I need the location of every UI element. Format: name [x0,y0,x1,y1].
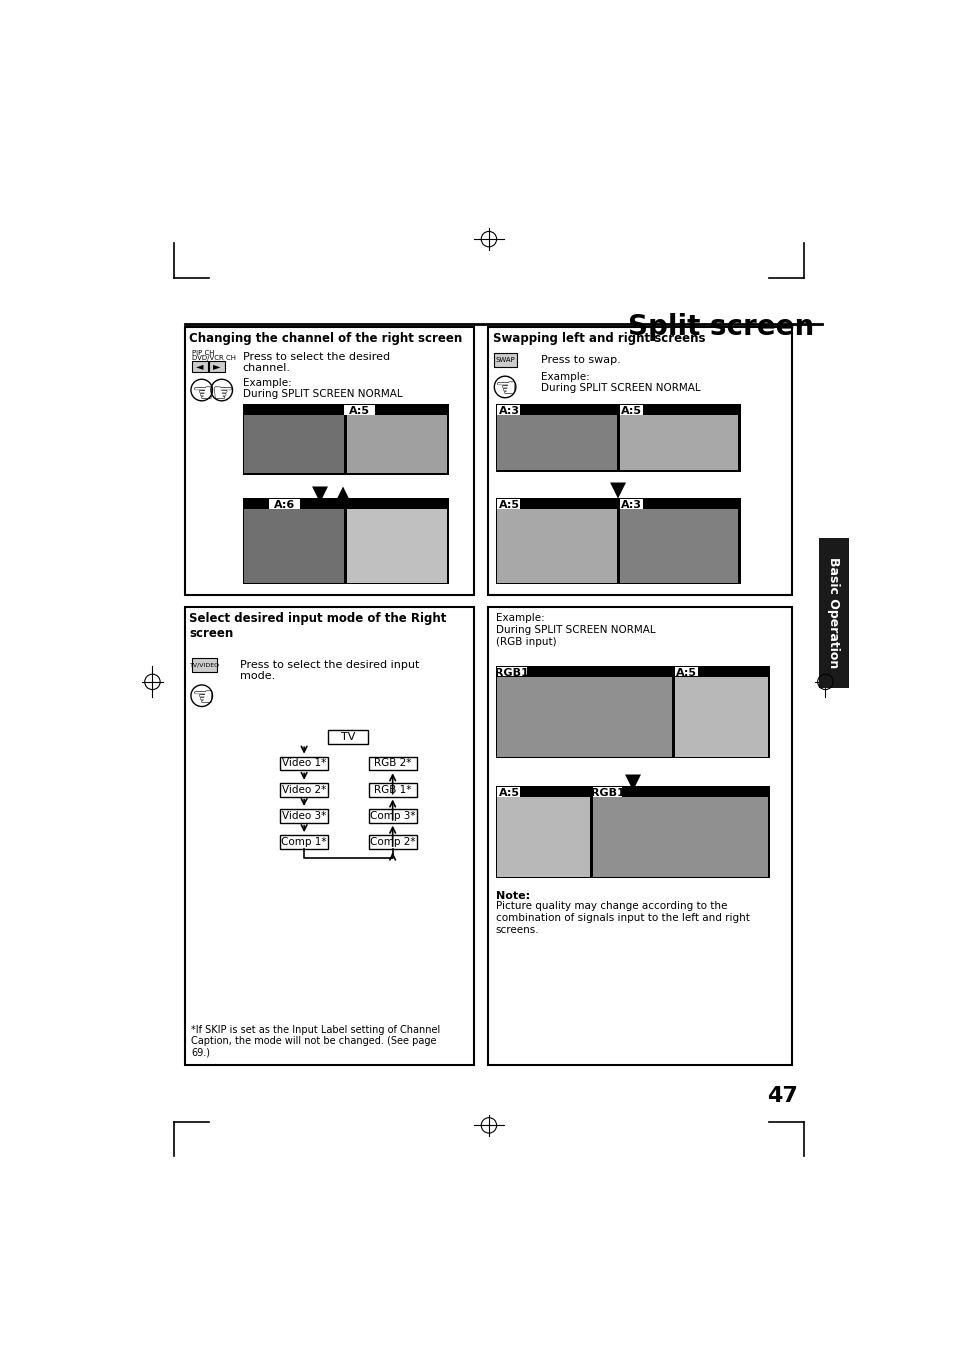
Text: Picture quality may change according to the
combination of signals input to the : Picture quality may change according to … [496,901,749,935]
Text: Swapping left and right screens: Swapping left and right screens [493,331,704,345]
Bar [244,509,344,582]
Text: Select desired input mode of the Right
screen: Select desired input mode of the Right s… [190,612,446,640]
Text: Example:
During SPLIT SCREEN NORMAL
(RGB input): Example: During SPLIT SCREEN NORMAL (RGB… [496,613,655,647]
Text: ☜: ☜ [192,382,213,407]
Text: Comp 1*: Comp 1* [281,838,327,847]
Bar [592,797,767,877]
Text: A:5: A:5 [676,667,697,678]
Bar [244,416,344,473]
Text: Note:: Note: [496,890,530,901]
Text: ◄: ◄ [196,361,204,372]
Bar [619,416,738,470]
Bar [497,797,589,877]
Text: A:3: A:3 [497,407,518,416]
Bar [496,404,740,471]
Text: Changing the channel of the right screen: Changing the channel of the right screen [190,331,462,345]
Bar [242,497,449,584]
Text: A:5: A:5 [620,407,641,416]
Text: Press to select the desired input
mode.: Press to select the desired input mode. [240,659,419,681]
Bar [347,509,446,582]
Bar [497,667,526,677]
Bar [193,361,208,372]
Text: DVD/VCR CH: DVD/VCR CH [193,355,236,361]
Bar [497,788,520,797]
Bar [280,835,328,848]
Text: Comp 2*: Comp 2* [370,838,415,847]
Text: Video 2*: Video 2* [282,785,326,794]
Bar [280,757,328,770]
Bar [497,677,672,757]
Text: Video 1*: Video 1* [282,758,326,769]
Bar [347,416,446,473]
Bar [619,500,642,508]
Bar [185,607,474,1065]
Bar [344,405,375,416]
Text: RGB1: RGB1 [590,788,623,798]
Text: ☜: ☜ [495,378,517,401]
Bar [675,677,767,757]
Text: ▼: ▼ [609,481,625,501]
Bar [280,782,328,797]
Bar [496,666,769,758]
Bar [496,786,769,878]
Bar [328,731,368,744]
Bar [488,607,791,1065]
Bar [210,361,225,372]
Bar [369,835,416,848]
Text: ▲: ▲ [335,484,351,504]
Bar [193,658,217,671]
Bar [369,757,416,770]
Bar [242,404,449,474]
Text: A:5: A:5 [497,500,518,511]
Bar [619,509,738,582]
Text: TV: TV [340,732,355,742]
Bar [619,405,642,415]
Text: A:5: A:5 [349,407,370,416]
Text: Example:
During SPLIT SCREEN NORMAL: Example: During SPLIT SCREEN NORMAL [540,372,700,393]
Text: Example:
During SPLIT SCREEN NORMAL: Example: During SPLIT SCREEN NORMAL [242,378,402,400]
Text: Video 3*: Video 3* [282,811,326,821]
Text: *If SKIP is set as the Input Label setting of Channel
Caption, the mode will not: *If SKIP is set as the Input Label setti… [191,1024,439,1058]
Bar [496,497,740,584]
Text: TV/VIDEO: TV/VIDEO [190,662,219,667]
Text: PIP CH: PIP CH [193,350,214,357]
Text: Split screen: Split screen [628,313,814,340]
Bar [269,500,299,509]
Bar [185,327,474,594]
Bar [488,327,791,594]
Text: ►: ► [213,361,221,372]
Text: SWAP: SWAP [496,357,516,363]
Text: 47: 47 [766,1086,797,1106]
Bar [280,809,328,823]
Text: RGB 1*: RGB 1* [374,785,411,794]
Text: RGB 2*: RGB 2* [374,758,411,769]
Text: ☜: ☜ [192,686,213,711]
Text: Press to swap.: Press to swap. [540,354,619,365]
Bar [369,809,416,823]
Bar [675,667,698,677]
Bar [497,405,520,415]
Bar [592,788,621,797]
Bar [497,500,520,508]
Text: ☞: ☞ [212,382,233,407]
Text: Comp 3*: Comp 3* [370,811,415,821]
Text: A:6: A:6 [274,500,294,511]
Text: A:3: A:3 [620,500,641,511]
Bar [494,353,517,367]
Bar [497,509,616,582]
Bar [819,538,847,688]
Text: ▼: ▼ [312,484,327,504]
Bar [369,782,416,797]
Text: A:5: A:5 [497,788,518,798]
Text: Basic Operation: Basic Operation [826,557,840,669]
Bar [497,416,616,470]
Text: RGB1: RGB1 [495,667,528,678]
Text: ▼: ▼ [624,771,640,792]
Text: Press to select the desired
channel.: Press to select the desired channel. [242,351,389,373]
